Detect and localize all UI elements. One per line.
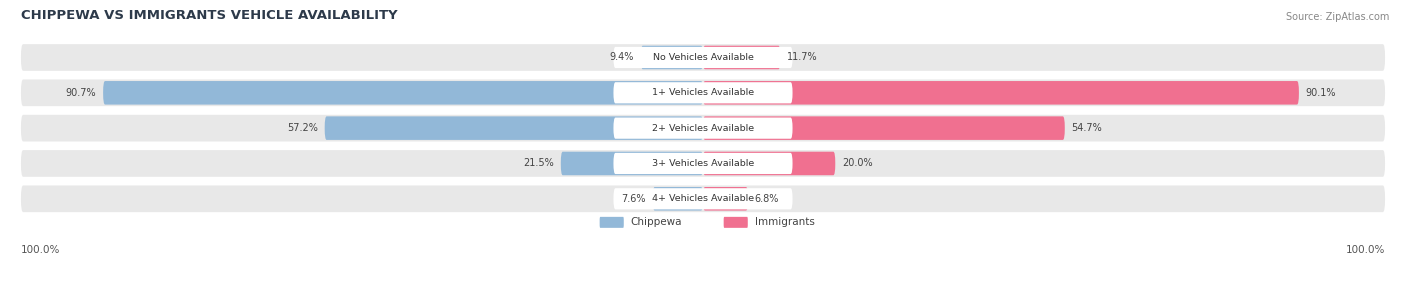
Text: 100.0%: 100.0%	[1346, 245, 1385, 255]
Text: 11.7%: 11.7%	[787, 52, 818, 62]
FancyBboxPatch shape	[613, 47, 793, 68]
FancyBboxPatch shape	[703, 187, 748, 210]
Text: 90.1%: 90.1%	[1306, 88, 1336, 98]
FancyBboxPatch shape	[21, 150, 1385, 177]
Text: 9.4%: 9.4%	[610, 52, 634, 62]
FancyBboxPatch shape	[21, 185, 1385, 212]
Text: No Vehicles Available: No Vehicles Available	[652, 53, 754, 62]
Text: 21.5%: 21.5%	[523, 158, 554, 168]
Text: 2+ Vehicles Available: 2+ Vehicles Available	[652, 124, 754, 133]
Text: Chippewa: Chippewa	[631, 217, 682, 227]
Text: 100.0%: 100.0%	[21, 245, 60, 255]
FancyBboxPatch shape	[561, 152, 703, 175]
FancyBboxPatch shape	[703, 116, 1064, 140]
FancyBboxPatch shape	[724, 217, 748, 228]
Text: Immigrants: Immigrants	[755, 217, 814, 227]
FancyBboxPatch shape	[103, 81, 703, 105]
FancyBboxPatch shape	[21, 115, 1385, 142]
Text: 20.0%: 20.0%	[842, 158, 873, 168]
FancyBboxPatch shape	[599, 217, 624, 228]
Text: 7.6%: 7.6%	[621, 194, 645, 204]
FancyBboxPatch shape	[652, 187, 703, 210]
FancyBboxPatch shape	[21, 80, 1385, 106]
Text: 6.8%: 6.8%	[755, 194, 779, 204]
FancyBboxPatch shape	[703, 81, 1299, 105]
Text: Source: ZipAtlas.com: Source: ZipAtlas.com	[1286, 12, 1389, 22]
Text: 57.2%: 57.2%	[287, 123, 318, 133]
FancyBboxPatch shape	[703, 152, 835, 175]
FancyBboxPatch shape	[613, 118, 793, 139]
FancyBboxPatch shape	[613, 188, 793, 209]
FancyBboxPatch shape	[641, 46, 703, 69]
Text: 3+ Vehicles Available: 3+ Vehicles Available	[652, 159, 754, 168]
Text: 54.7%: 54.7%	[1071, 123, 1102, 133]
Text: 1+ Vehicles Available: 1+ Vehicles Available	[652, 88, 754, 97]
FancyBboxPatch shape	[703, 46, 780, 69]
FancyBboxPatch shape	[325, 116, 703, 140]
Text: CHIPPEWA VS IMMIGRANTS VEHICLE AVAILABILITY: CHIPPEWA VS IMMIGRANTS VEHICLE AVAILABIL…	[21, 9, 398, 22]
Text: 4+ Vehicles Available: 4+ Vehicles Available	[652, 194, 754, 203]
FancyBboxPatch shape	[613, 82, 793, 104]
FancyBboxPatch shape	[21, 44, 1385, 71]
FancyBboxPatch shape	[613, 153, 793, 174]
Text: 90.7%: 90.7%	[66, 88, 96, 98]
